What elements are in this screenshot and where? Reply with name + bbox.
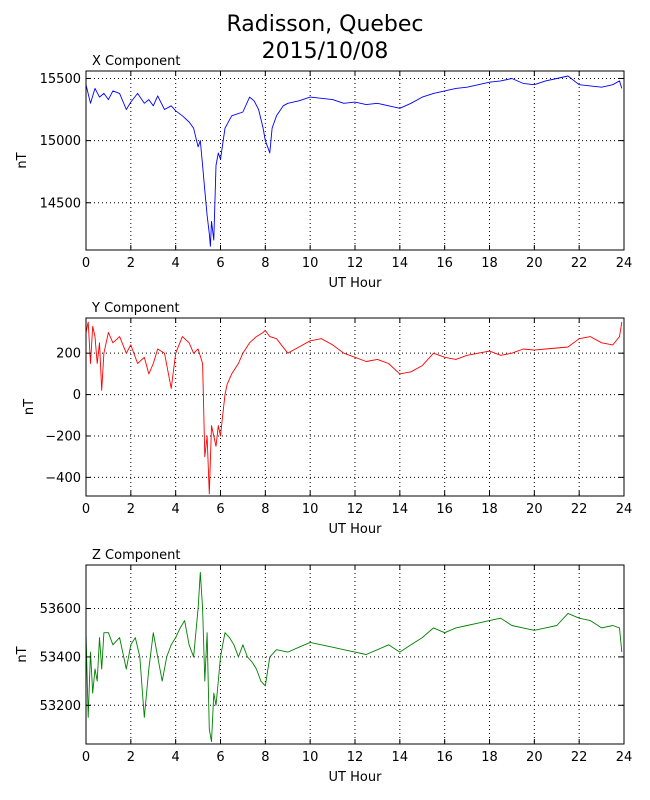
x-tick-label: 12 xyxy=(347,256,364,271)
x-tick-label: 24 xyxy=(616,502,633,517)
x-tick-label: 14 xyxy=(392,750,409,765)
x-tick-label: 0 xyxy=(82,502,90,517)
x-tick-label: 8 xyxy=(261,502,269,517)
y-tick-label: 53200 xyxy=(40,699,81,714)
series-line xyxy=(86,571,623,743)
x-tick-label: 16 xyxy=(436,256,453,271)
x-tick-label: 2 xyxy=(127,256,135,271)
x-tick-label: 20 xyxy=(526,502,543,517)
x-tick-label: 8 xyxy=(261,256,269,271)
x-tick-label: 12 xyxy=(347,750,364,765)
y-tick-label: 0 xyxy=(73,388,81,403)
y-tick-label: −400 xyxy=(45,471,81,486)
x-tick-label: 0 xyxy=(82,256,90,271)
x-tick-label: 4 xyxy=(172,256,180,271)
y-axis-label: nT xyxy=(15,152,30,168)
x-tick-label: 10 xyxy=(302,750,319,765)
x-tick-label: 18 xyxy=(481,502,498,517)
x-tick-label: 2 xyxy=(127,750,135,765)
x-tick-label: 22 xyxy=(571,502,588,517)
series-line xyxy=(86,321,623,495)
x-tick-label: 14 xyxy=(392,256,409,271)
x-axis-label: UT Hour xyxy=(329,522,383,537)
figure-date: 2015/10/08 xyxy=(261,39,389,64)
series-line xyxy=(86,75,623,247)
x-tick-label: 16 xyxy=(436,502,453,517)
x-tick-label: 4 xyxy=(172,502,180,517)
x-tick-label: 14 xyxy=(392,502,409,517)
y-tick-label: 14500 xyxy=(40,196,81,211)
x-tick-label: 10 xyxy=(302,256,319,271)
x-tick-label: 6 xyxy=(216,502,224,517)
x-tick-label: 18 xyxy=(481,256,498,271)
x-axis-label: UT Hour xyxy=(329,276,383,291)
x-tick-label: 2 xyxy=(127,502,135,517)
y-tick-label: −200 xyxy=(45,429,81,444)
y-axis-label: nT xyxy=(15,646,30,662)
x-tick-label: 0 xyxy=(82,750,90,765)
y-axis-label: nT xyxy=(22,399,37,415)
x-tick-label: 6 xyxy=(216,256,224,271)
y-tick-label: 15500 xyxy=(40,72,81,87)
x-tick-label: 4 xyxy=(172,750,180,765)
y-tick-label: 200 xyxy=(56,347,81,362)
panel-title: X Component xyxy=(92,54,181,69)
y-tick-label: 53400 xyxy=(40,650,81,665)
x-tick-label: 18 xyxy=(481,750,498,765)
figure-title: Radisson, Quebec xyxy=(226,12,424,37)
x-tick-label: 10 xyxy=(302,502,319,517)
x-tick-label: 22 xyxy=(571,256,588,271)
x-tick-label: 22 xyxy=(571,750,588,765)
x-tick-label: 12 xyxy=(347,502,364,517)
y-tick-label: 15000 xyxy=(40,134,81,149)
y-tick-label: 53600 xyxy=(40,602,81,617)
x-axis-label: UT Hour xyxy=(329,770,383,785)
x-tick-label: 20 xyxy=(526,256,543,271)
x-tick-label: 24 xyxy=(616,750,633,765)
x-tick-label: 8 xyxy=(261,750,269,765)
x-tick-label: 16 xyxy=(436,750,453,765)
panel-title: Y Component xyxy=(91,301,180,316)
panel-title: Z Component xyxy=(92,548,181,563)
x-tick-label: 6 xyxy=(216,750,224,765)
x-tick-label: 24 xyxy=(616,256,633,271)
x-tick-label: 20 xyxy=(526,750,543,765)
